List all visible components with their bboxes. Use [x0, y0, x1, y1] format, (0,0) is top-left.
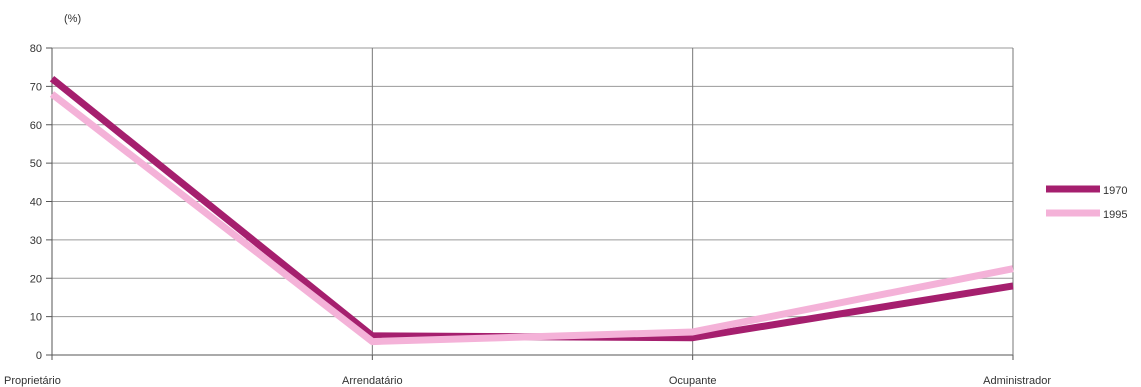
x-tick-label: Ocupante [669, 375, 717, 387]
y-tick-label: 70 [30, 81, 42, 93]
legend: 1970 1995 [1046, 185, 1127, 221]
y-tick-label: 10 [30, 312, 42, 324]
x-tick-label: Proprietário [4, 375, 61, 387]
legend-label-1995: 1995 [1103, 209, 1127, 221]
y-tick-label: 30 [30, 235, 42, 247]
y-tick-label: 60 [30, 120, 42, 132]
y-tick-label: 50 [30, 158, 42, 170]
x-tick-label: Arrendatário [342, 375, 403, 387]
y-tick-labels: 0 10 20 30 40 50 60 70 80 [30, 43, 42, 362]
x-tick-label: Administrador [983, 375, 1051, 387]
y-axis-unit-label: (%) [64, 13, 81, 25]
x-tick-labels: Proprietário Arrendatário Ocupante Administ… [4, 375, 1051, 387]
y-tick-label: 40 [30, 197, 42, 209]
axes: (%) [46, 13, 1014, 360]
legend-label-1970: 1970 [1103, 185, 1127, 197]
y-tick-label: 0 [36, 350, 42, 362]
y-tick-label: 20 [30, 273, 42, 285]
y-tick-label: 80 [30, 43, 42, 55]
series-line-1995 [49, 91, 1014, 346]
series-lines [49, 75, 1014, 346]
grid [51, 47, 1014, 356]
